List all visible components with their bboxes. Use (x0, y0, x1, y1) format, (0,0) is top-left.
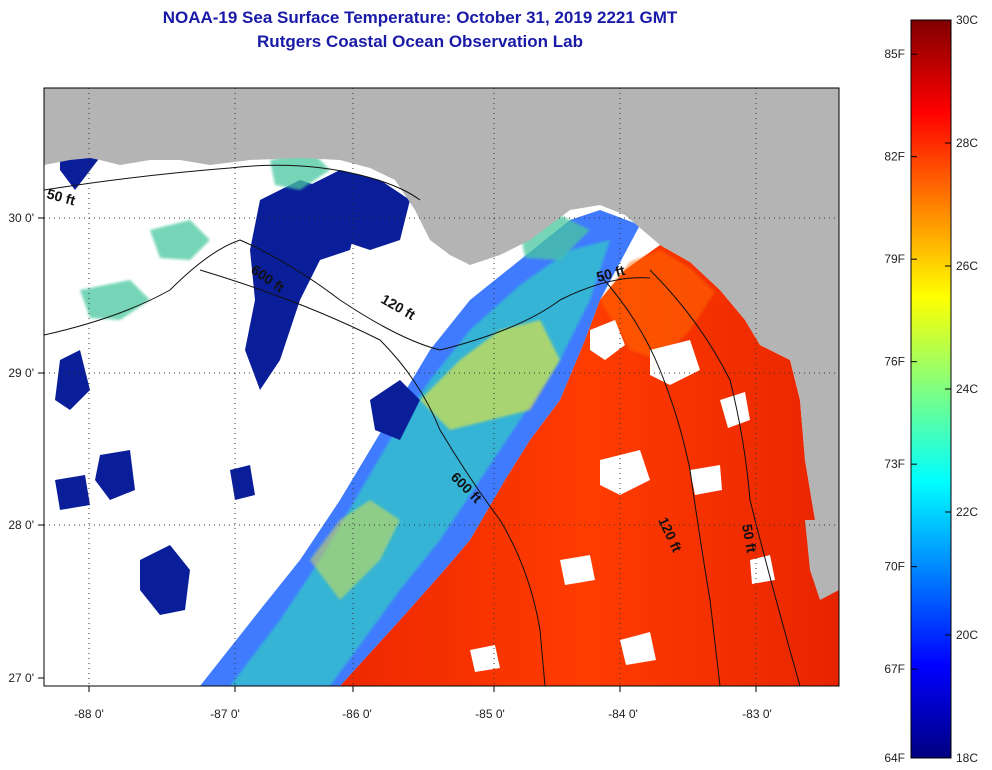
colorbar-f-label: 67F (884, 662, 905, 676)
cold-water-patches (55, 118, 420, 615)
colorbar-gradient (910, 19, 952, 759)
lon-tick-label: -83 0' (742, 707, 772, 721)
lon-tick-label: -86 0' (342, 707, 372, 721)
map-subtitle: Rutgers Coastal Ocean Observation Lab (257, 32, 583, 51)
cloud-patches (470, 320, 775, 672)
yellow-water-band-2 (310, 500, 400, 600)
colorbar-f-label: 73F (884, 457, 905, 471)
colorbar-c-label: 24C (956, 382, 978, 396)
colorbar-f-label: 76F (884, 355, 905, 369)
longitude-labels: -88 0' -87 0' -86 0' -85 0' -84 0' -83 0… (74, 707, 772, 721)
lat-tick-label: 30 0' (8, 211, 34, 225)
warm-water-region (340, 245, 839, 686)
contour-50ft-west (44, 164, 421, 201)
lat-tick-label: 28 0' (8, 518, 34, 532)
contour-label: 50 ft (739, 523, 760, 554)
warm-water-shade (600, 250, 715, 360)
colorbar-c-label: 28C (956, 136, 978, 150)
colorbar-f-label: 70F (884, 560, 905, 574)
lat-tick-label: 29 0' (8, 366, 34, 380)
land-northern-coast (44, 88, 839, 530)
map-frame (43, 87, 840, 687)
fahrenheit-labels: 85F 82F 79F 76F 73F 70F 67F 64F (884, 47, 905, 765)
colorbar-f-label: 85F (884, 47, 905, 61)
colorbar-f-label: 82F (884, 150, 905, 164)
colorbar-c-label: 18C (956, 751, 978, 765)
contour-120ft-east (599, 274, 721, 686)
lon-tick-label: -85 0' (475, 707, 505, 721)
celsius-labels: 30C 28C 26C 24C 22C 20C 18C (956, 13, 978, 765)
contour-120ft-west (44, 239, 651, 351)
depth-contours (44, 164, 801, 686)
lon-tick-label: -88 0' (74, 707, 104, 721)
colorbar-f-label: 79F (884, 252, 905, 266)
land-florida-bend (805, 520, 839, 600)
lon-tick-label: -84 0' (608, 707, 638, 721)
contour-label: 50 ft (45, 185, 77, 208)
yellow-water-band (420, 320, 560, 430)
colorbar-c-label: 22C (956, 505, 978, 519)
contour-label: 50 ft (595, 262, 627, 285)
lat-tick-label: 27 0' (8, 671, 34, 685)
axis-ticks (38, 217, 757, 692)
colorbar-ticks (911, 19, 951, 759)
colorbar-c-label: 26C (956, 259, 978, 273)
contour-600ft (199, 269, 546, 686)
latitude-labels: 30 0' 29 0' 28 0' 27 0' (8, 211, 34, 685)
contour-50ft-east (649, 269, 801, 686)
colorbar-f-label: 64F (884, 751, 905, 765)
lon-tick-label: -87 0' (210, 707, 240, 721)
colorbar-c-label: 20C (956, 628, 978, 642)
colorbar-c-label: 30C (956, 13, 978, 27)
map-title: NOAA-19 Sea Surface Temperature: October… (162, 8, 678, 27)
